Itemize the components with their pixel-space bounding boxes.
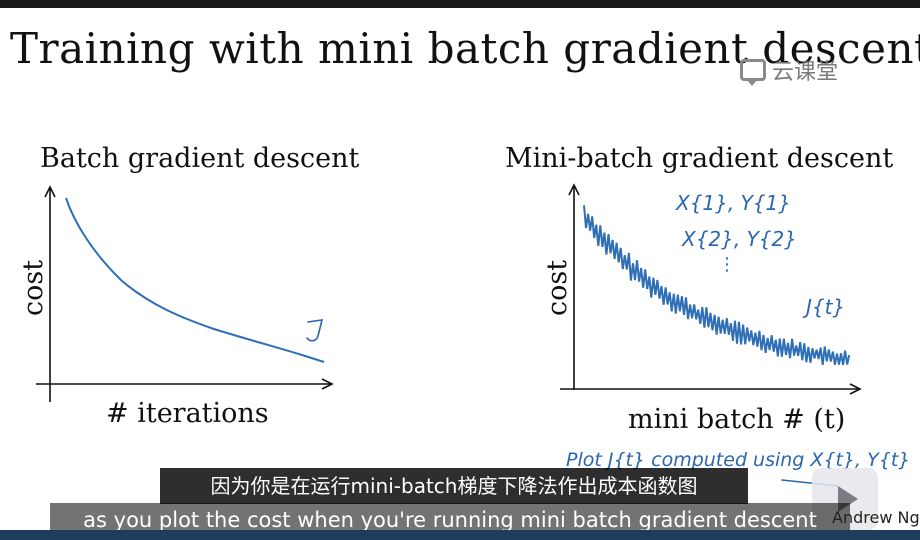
left-plot-title: Batch gradient descent	[40, 143, 360, 174]
slide-title: Training with mini batch gradient descen…	[10, 24, 920, 73]
cloud-classroom-logo-icon	[740, 59, 766, 86]
author-credit: Andrew Ng	[832, 508, 920, 527]
left-j-annotation	[306, 319, 324, 342]
subtitle-chinese: 因为你是在运行mini-batch梯度下降法作出成本函数图	[160, 468, 748, 504]
annotation-dots: ⋮	[718, 254, 736, 275]
annotation-x1y1: X{1}, Y{1}	[675, 191, 791, 215]
left-y-label: cost	[18, 259, 49, 316]
left-x-label: # iterations	[106, 398, 269, 429]
right-cost-curve	[583, 205, 851, 366]
right-x-arrow	[849, 383, 862, 395]
annotation-x2y2: X{2}, Y{2}	[681, 227, 797, 251]
watermark-text: 云课堂	[772, 60, 839, 85]
left-x-arrow	[321, 378, 334, 390]
right-plot-title: Mini-batch gradient descent	[505, 143, 894, 174]
right-y-arrow	[568, 183, 580, 196]
watermark-logo: 云课堂	[740, 56, 839, 86]
left-cost-curve	[65, 197, 325, 363]
right-x-label: mini batch # (t)	[628, 404, 846, 435]
right-y-label: cost	[542, 259, 573, 316]
annotation-jt: J{t}	[802, 295, 845, 319]
video-progress-bar[interactable]	[0, 530, 920, 540]
annotation-plot-note: Plot J{t} computed using X{t}, Y{t}	[566, 449, 910, 471]
top-bar	[0, 0, 920, 8]
left-y-arrow	[44, 185, 56, 198]
